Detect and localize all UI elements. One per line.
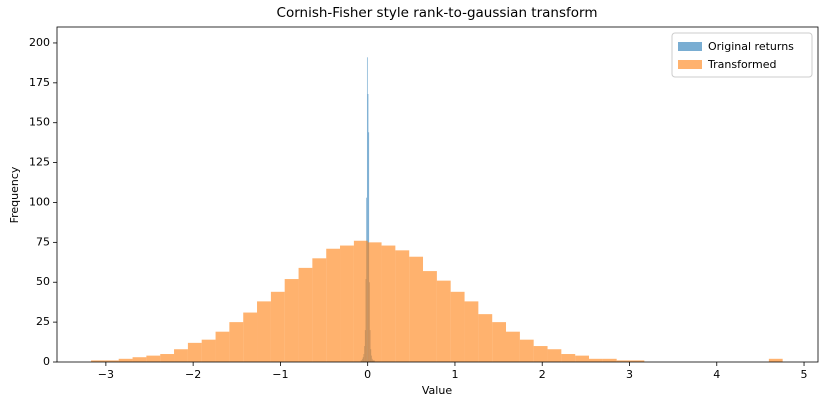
bar [589, 358, 603, 362]
x-tick-label: 0 [364, 368, 371, 381]
bar [464, 301, 479, 362]
bar [367, 242, 382, 362]
legend-label: Transformed [707, 58, 776, 71]
legend-swatch [678, 60, 702, 69]
bar [506, 331, 520, 362]
bar [257, 301, 271, 362]
bar [492, 322, 507, 362]
bar [519, 339, 534, 362]
y-tick-label: 0 [43, 355, 50, 368]
y-tick-label: 100 [29, 195, 50, 208]
y-tick-label: 50 [36, 275, 50, 288]
y-tick-label: 75 [36, 235, 50, 248]
x-tick-label: 2 [539, 368, 546, 381]
bar [132, 357, 147, 362]
bar [104, 360, 119, 362]
bar [409, 256, 424, 362]
legend-label: Original returns [708, 40, 794, 53]
x-tick-label: 5 [801, 368, 808, 381]
legend-box [671, 32, 813, 78]
legend-swatch [678, 42, 702, 51]
bar [367, 94, 369, 362]
x-tick-label: 3 [626, 368, 633, 381]
bar [298, 267, 313, 362]
bar [395, 250, 410, 362]
y-tick-label: 25 [36, 315, 50, 328]
y-axis-label: Frequency [8, 166, 21, 223]
y-tick-label: 150 [29, 116, 50, 129]
bar [340, 245, 354, 362]
bar [160, 354, 175, 362]
x-tick-label: −3 [98, 368, 114, 381]
bar [561, 354, 576, 362]
y-tick-label: 175 [29, 76, 50, 89]
bar [575, 355, 590, 362]
bar [547, 349, 562, 362]
bar [146, 355, 161, 362]
x-axis-label: Value [422, 384, 452, 397]
bar [533, 346, 548, 362]
x-tick-label: −1 [272, 368, 288, 381]
x-tick-label: 1 [451, 368, 458, 381]
bar [215, 331, 230, 362]
y-tick-label: 200 [29, 36, 50, 49]
bar [118, 358, 133, 362]
bar [353, 240, 368, 362]
bar [450, 291, 465, 362]
bar [326, 248, 341, 362]
bar [229, 322, 244, 362]
bar [243, 312, 258, 362]
bar [381, 245, 396, 362]
bar [630, 360, 645, 362]
bar [478, 314, 493, 362]
bar [91, 360, 105, 362]
x-tick-label: −2 [185, 368, 201, 381]
y-tick-label: 125 [29, 156, 50, 169]
bar [366, 57, 368, 363]
bar [201, 339, 216, 362]
chart-title: Cornish-Fisher style rank-to-gaussian tr… [277, 5, 598, 21]
bar [174, 349, 188, 362]
bar [616, 360, 631, 362]
x-tick-label: 4 [713, 368, 720, 381]
bar [312, 258, 327, 362]
bar [270, 291, 285, 362]
bar [768, 358, 783, 362]
plot-frame [56, 26, 819, 363]
bar [284, 279, 299, 362]
bar [436, 280, 451, 362]
bar [602, 358, 617, 362]
bar [187, 342, 202, 362]
bar [423, 271, 437, 362]
